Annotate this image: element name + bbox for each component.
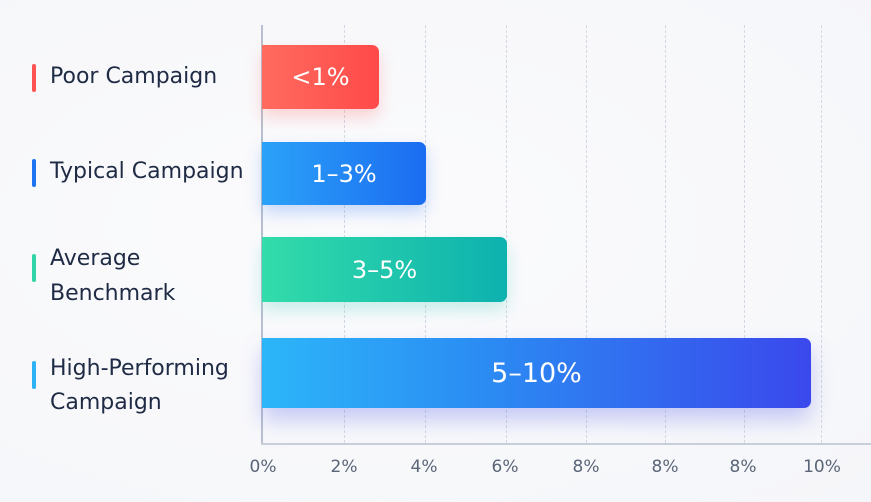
high-marker-icon <box>32 361 36 389</box>
gridline <box>425 25 426 443</box>
gridline <box>744 25 745 443</box>
category-label-typical: Typical Campaign <box>50 159 244 184</box>
bar-average: 3–5% <box>262 237 507 302</box>
x-tick-label: 4% <box>410 457 438 477</box>
bar-value-high: 5–10% <box>491 357 582 389</box>
poor-marker-icon <box>32 64 36 92</box>
category-label-average-line1: Average <box>50 246 141 271</box>
bar-high: 5–10% <box>262 338 811 408</box>
x-tick-label: 8% <box>572 457 600 477</box>
x-tick-label: 10% <box>803 457 841 477</box>
gridline <box>821 25 822 443</box>
gridline <box>506 25 507 443</box>
x-tick-label: 0% <box>249 457 277 477</box>
bar-value-typical: 1–3% <box>311 159 377 188</box>
typical-marker-icon <box>32 159 36 187</box>
x-tick-label: 6% <box>491 457 519 477</box>
category-label-poor: Poor Campaign <box>50 64 218 89</box>
bar-value-average: 3–5% <box>351 255 418 284</box>
category-label-average-line2: Benchmark <box>50 281 176 306</box>
gridline <box>665 25 666 443</box>
x-tick-label: 8% <box>729 457 757 477</box>
average-marker-icon <box>32 254 36 282</box>
x-tick-label: 2% <box>330 457 358 477</box>
gridline <box>586 25 587 443</box>
bar-value-poor: <1% <box>291 63 350 91</box>
gridline <box>344 25 345 443</box>
y-axis-line <box>261 25 263 444</box>
bar-typical: 1–3% <box>262 142 426 205</box>
category-label-high-line2: Campaign <box>50 390 162 415</box>
bar-poor: <1% <box>262 45 379 109</box>
x-tick-label: 8% <box>651 457 679 477</box>
x-axis-line <box>261 443 871 445</box>
category-label-high-line1: High-Performing <box>50 356 229 381</box>
